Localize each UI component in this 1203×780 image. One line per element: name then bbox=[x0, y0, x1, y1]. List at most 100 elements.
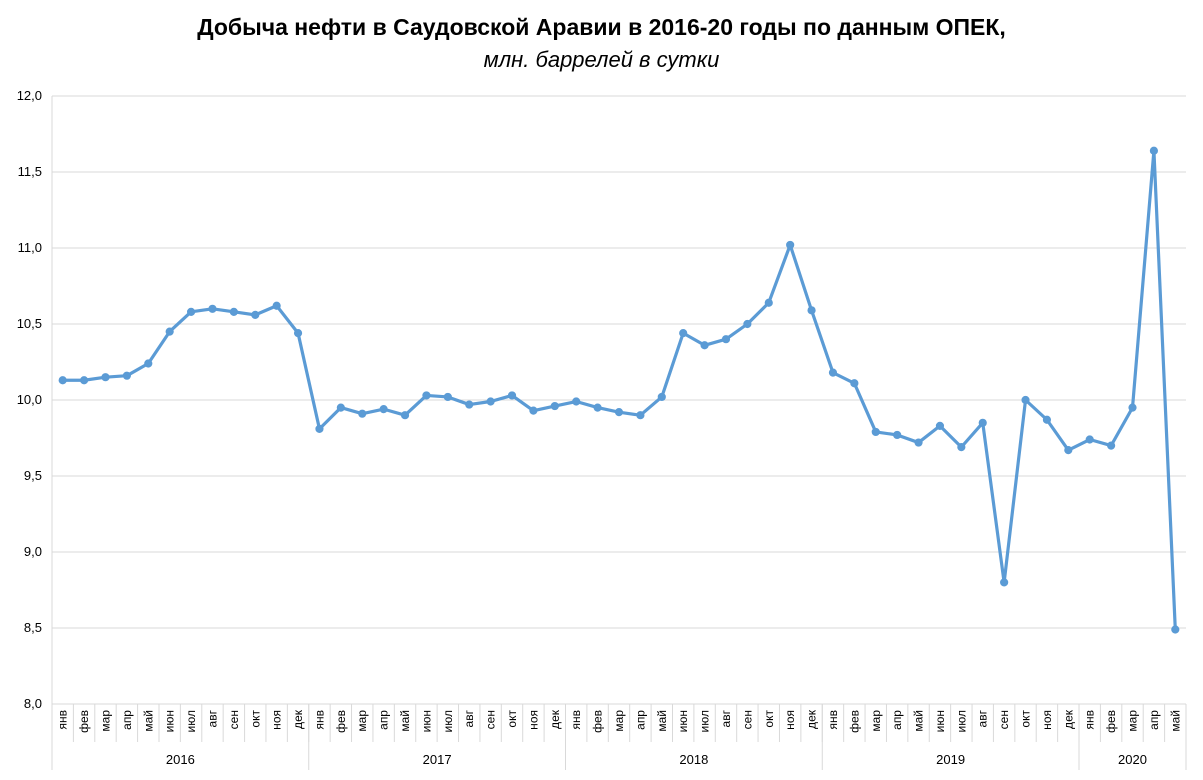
y-tick-label: 8,0 bbox=[24, 696, 42, 711]
month-label: фев bbox=[1104, 710, 1118, 733]
data-point bbox=[871, 427, 880, 437]
month-label: сен bbox=[227, 710, 241, 729]
month-label: авг bbox=[719, 709, 733, 727]
chart-subtitle: млн. баррелей в сутки bbox=[483, 47, 720, 72]
data-point bbox=[443, 392, 452, 402]
month-label: июн bbox=[419, 710, 433, 732]
month-label: окт bbox=[1019, 710, 1033, 728]
data-point bbox=[786, 240, 795, 250]
data-point bbox=[400, 411, 410, 420]
data-point bbox=[58, 376, 67, 385]
data-point bbox=[593, 403, 602, 412]
month-label: янв bbox=[56, 710, 70, 730]
data-point bbox=[1128, 403, 1137, 412]
month-label: мар bbox=[355, 710, 369, 732]
series-line bbox=[61, 149, 1177, 632]
year-label: 2020 bbox=[1118, 752, 1147, 767]
month-label: июл bbox=[441, 710, 455, 732]
month-label: июл bbox=[698, 710, 712, 732]
data-point bbox=[850, 379, 859, 388]
data-point bbox=[1042, 415, 1052, 424]
y-tick-label: 8,5 bbox=[24, 620, 42, 635]
data-point bbox=[293, 329, 303, 338]
data-point bbox=[251, 310, 260, 319]
month-label: сен bbox=[997, 710, 1011, 729]
year-label: 2016 bbox=[166, 752, 195, 767]
month-label: ноя bbox=[526, 710, 540, 730]
month-label: янв bbox=[826, 710, 840, 730]
data-point bbox=[657, 392, 666, 402]
year-label: 2017 bbox=[423, 752, 452, 767]
month-label: окт bbox=[762, 710, 776, 728]
month-label: апр bbox=[377, 710, 391, 730]
month-label: фев bbox=[77, 710, 91, 733]
month-label: окт bbox=[505, 710, 519, 728]
data-point bbox=[550, 401, 559, 411]
data-point bbox=[336, 403, 345, 412]
data-point bbox=[79, 376, 89, 385]
y-tick-label: 10,0 bbox=[17, 392, 42, 407]
y-tick-label: 12,0 bbox=[17, 88, 42, 103]
data-point bbox=[935, 421, 945, 430]
y-tick-label: 9,0 bbox=[24, 544, 42, 559]
month-label: сен bbox=[484, 710, 498, 729]
month-label: апр bbox=[633, 710, 647, 730]
data-point bbox=[828, 368, 838, 377]
data-point bbox=[122, 371, 131, 380]
data-point bbox=[422, 391, 431, 400]
data-point bbox=[764, 298, 773, 307]
month-label: май bbox=[655, 710, 669, 732]
data-point bbox=[529, 406, 538, 415]
y-tick-label: 11,5 bbox=[18, 164, 42, 179]
month-label: июн bbox=[676, 710, 690, 732]
data-point bbox=[1171, 625, 1180, 634]
month-label: апр bbox=[1147, 710, 1161, 730]
y-tick-label: 9,5 bbox=[24, 468, 42, 483]
y-tick-label: 11,0 bbox=[18, 240, 42, 255]
month-label: окт bbox=[248, 710, 262, 728]
month-label: дек bbox=[548, 709, 562, 729]
month-label: сен bbox=[740, 710, 754, 729]
data-point bbox=[379, 405, 388, 414]
data-point bbox=[465, 400, 474, 409]
month-label: фев bbox=[334, 710, 348, 733]
data-point bbox=[957, 443, 966, 452]
month-label: июл bbox=[184, 710, 198, 732]
data-point bbox=[1021, 395, 1030, 405]
month-label: дек bbox=[291, 709, 305, 729]
month-label: янв bbox=[569, 710, 583, 730]
month-label: ноя bbox=[783, 710, 797, 730]
data-point bbox=[572, 397, 581, 406]
data-point bbox=[914, 438, 923, 447]
data-point bbox=[229, 307, 238, 316]
month-label: май bbox=[141, 710, 155, 732]
month-label: фев bbox=[847, 710, 861, 733]
month-label: мар bbox=[1126, 710, 1140, 732]
month-label: янв bbox=[312, 710, 326, 730]
month-label: апр bbox=[120, 710, 134, 730]
month-label: янв bbox=[1083, 710, 1097, 730]
data-point bbox=[208, 304, 217, 313]
month-label: июл bbox=[954, 710, 968, 732]
month-label: фев bbox=[591, 710, 605, 733]
data-point bbox=[1149, 146, 1159, 155]
data-point bbox=[101, 373, 110, 382]
month-label: май bbox=[912, 710, 926, 732]
data-point bbox=[1064, 446, 1073, 455]
data-point bbox=[978, 418, 987, 427]
data-point bbox=[144, 359, 153, 368]
month-label: мар bbox=[612, 710, 626, 732]
data-point bbox=[636, 411, 645, 420]
month-label: июн bbox=[163, 710, 177, 732]
month-label: май bbox=[398, 710, 412, 732]
data-point bbox=[1107, 441, 1116, 450]
data-point bbox=[807, 306, 816, 315]
data-point bbox=[893, 430, 902, 440]
y-tick-label: 10,5 bbox=[17, 316, 42, 331]
month-label: ноя bbox=[1040, 710, 1054, 730]
year-label: 2019 bbox=[936, 752, 965, 767]
month-label: авг bbox=[205, 709, 219, 727]
data-point bbox=[614, 408, 624, 417]
